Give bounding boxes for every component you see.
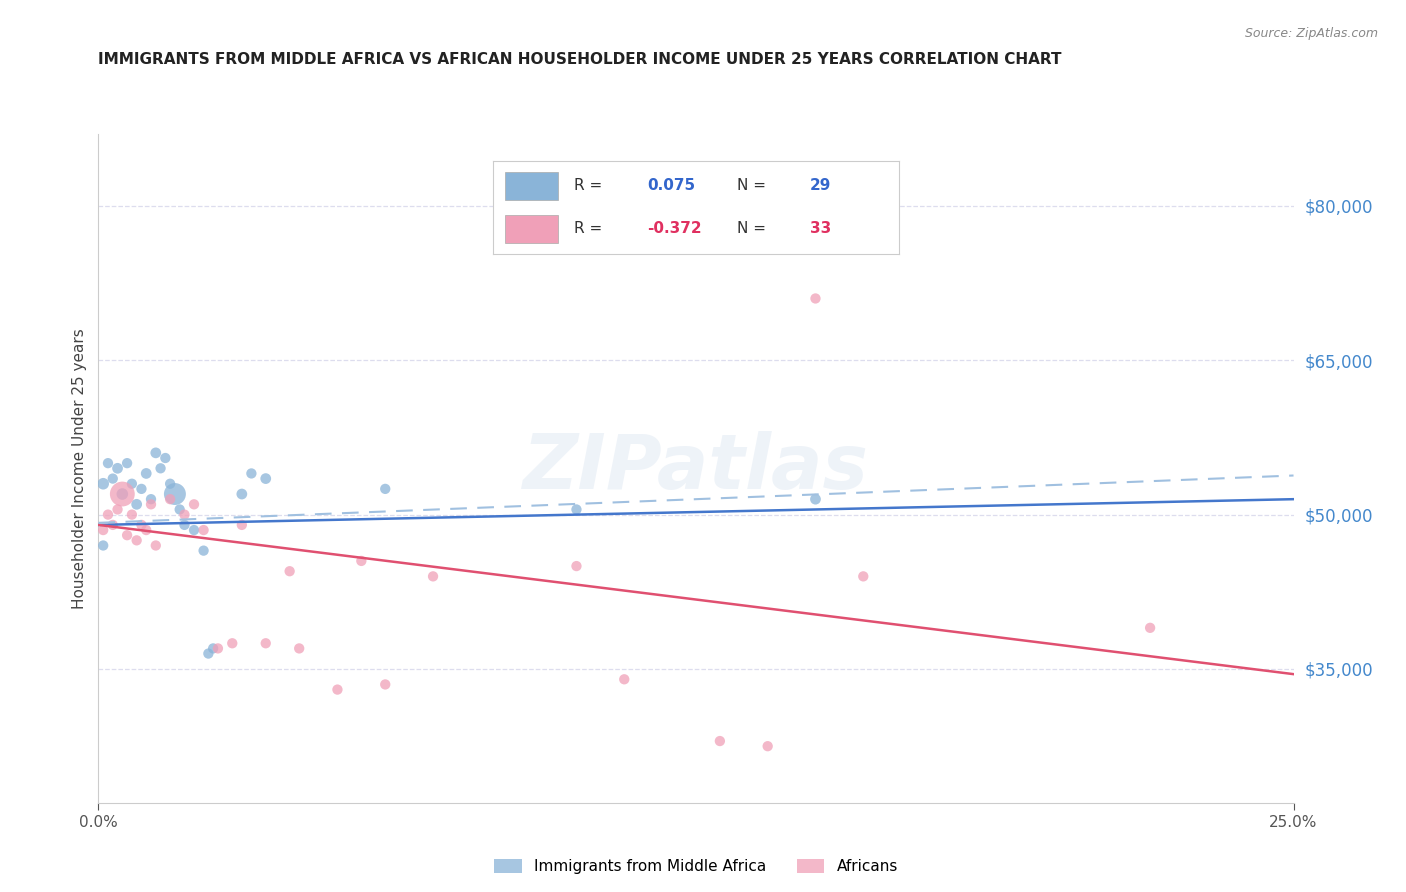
FancyBboxPatch shape xyxy=(505,172,558,200)
Text: -0.372: -0.372 xyxy=(647,221,702,236)
Text: R =: R = xyxy=(574,178,607,194)
Point xyxy=(97,508,120,522)
Point xyxy=(221,636,243,650)
Point xyxy=(91,476,114,491)
Point xyxy=(374,677,396,691)
Point xyxy=(115,528,138,542)
Point xyxy=(183,523,205,537)
Text: IMMIGRANTS FROM MIDDLE AFRICA VS AFRICAN HOUSEHOLDER INCOME UNDER 25 YEARS CORRE: IMMIGRANTS FROM MIDDLE AFRICA VS AFRICAN… xyxy=(98,52,1062,67)
Point xyxy=(254,472,277,486)
Point xyxy=(193,523,215,537)
Point xyxy=(173,508,195,522)
Text: 0.075: 0.075 xyxy=(647,178,696,194)
Point xyxy=(139,492,162,507)
Point xyxy=(135,523,157,537)
Point xyxy=(173,517,195,532)
Point xyxy=(91,523,114,537)
Point xyxy=(101,517,124,532)
Point xyxy=(326,682,349,697)
Point xyxy=(756,739,779,754)
Point xyxy=(115,456,138,470)
Point xyxy=(804,292,827,306)
Point xyxy=(125,533,148,548)
Point xyxy=(565,502,588,516)
Point xyxy=(121,476,143,491)
Point xyxy=(101,472,124,486)
Legend: Immigrants from Middle Africa, Africans: Immigrants from Middle Africa, Africans xyxy=(486,852,905,882)
Point xyxy=(97,456,120,470)
Point xyxy=(135,467,157,481)
Point xyxy=(1139,621,1161,635)
Point xyxy=(111,487,134,501)
Text: R =: R = xyxy=(574,221,607,236)
Point xyxy=(163,487,186,501)
Text: N =: N = xyxy=(737,178,770,194)
Point xyxy=(169,502,191,516)
Point xyxy=(207,641,229,656)
Text: ZIPatlas: ZIPatlas xyxy=(523,432,869,505)
Text: Source: ZipAtlas.com: Source: ZipAtlas.com xyxy=(1244,27,1378,40)
Point xyxy=(155,450,177,465)
Point xyxy=(374,482,396,496)
Text: 29: 29 xyxy=(810,178,831,194)
Point xyxy=(91,539,114,553)
Point xyxy=(121,508,143,522)
Point xyxy=(139,497,162,511)
Point xyxy=(159,492,181,507)
Point xyxy=(288,641,311,656)
Point xyxy=(145,446,167,460)
Point xyxy=(149,461,172,475)
Point xyxy=(131,482,153,496)
Point xyxy=(422,569,444,583)
Point xyxy=(159,476,181,491)
Point xyxy=(278,564,301,578)
Point xyxy=(193,543,215,558)
Point xyxy=(131,517,153,532)
Point xyxy=(231,487,253,501)
Point xyxy=(709,734,731,748)
FancyBboxPatch shape xyxy=(505,215,558,243)
Text: N =: N = xyxy=(737,221,770,236)
Point xyxy=(804,492,827,507)
Point xyxy=(254,636,277,650)
Point xyxy=(852,569,875,583)
Point xyxy=(111,487,134,501)
Point xyxy=(231,517,253,532)
Point xyxy=(183,497,205,511)
Point xyxy=(145,539,167,553)
Point xyxy=(202,641,225,656)
Point xyxy=(240,467,263,481)
Point xyxy=(125,497,148,511)
Point xyxy=(107,461,129,475)
Point xyxy=(613,673,636,687)
Y-axis label: Householder Income Under 25 years: Householder Income Under 25 years xyxy=(72,328,87,608)
Point xyxy=(197,647,219,661)
Text: 33: 33 xyxy=(810,221,831,236)
Point xyxy=(565,559,588,574)
Point xyxy=(107,502,129,516)
Point xyxy=(350,554,373,568)
